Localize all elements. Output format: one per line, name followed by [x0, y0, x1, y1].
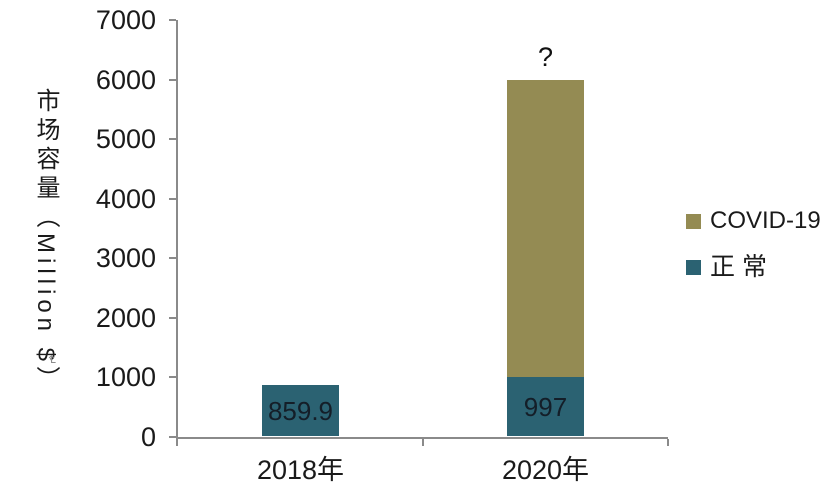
y-tick-label: 1000 [95, 362, 156, 392]
x-tick-mark [176, 438, 178, 446]
y-tick-mark [169, 376, 176, 378]
y-tick-label: 4000 [95, 183, 156, 214]
x-category-label-2020年: 2020年 [501, 454, 590, 485]
return-mark-artifact: ↵ [44, 354, 60, 366]
y-tick-label: 6000 [95, 64, 156, 95]
x-axis-line [176, 436, 668, 439]
bar-data-label-2020年: 997 [523, 391, 568, 422]
bar-segment-COVID-19-2020年 [507, 79, 584, 378]
x-category-label-2018年: 2018年 [256, 454, 345, 485]
y-tick-mark [169, 316, 176, 319]
y-tick-label: 3000 [95, 243, 156, 273]
y-tick-mark [169, 435, 176, 438]
y-tick-mark [169, 257, 176, 259]
legend-swatch-covid19 [686, 213, 701, 229]
legend: COVID-19 正常 [686, 208, 821, 280]
bar-segment-正常-2018年 [262, 385, 339, 437]
y-tick-label: 2000 [95, 302, 156, 333]
y-tick-label: 0 [140, 421, 156, 452]
bar-data-label-2018年: 859.9 [267, 395, 334, 426]
y-tick-mark [169, 19, 176, 21]
y-axis-title: 市场容量（Million $） [32, 88, 59, 396]
y-tick-label: 5000 [95, 124, 156, 154]
y-axis-line [176, 20, 178, 439]
y-tick-mark [169, 197, 176, 200]
y-tick-label: 7000 [95, 5, 156, 35]
x-tick-mark [422, 438, 424, 446]
y-tick-mark [169, 138, 176, 140]
x-tick-mark [667, 438, 669, 446]
legend-item-covid19: COVID-19 [686, 208, 821, 234]
y-tick-mark [169, 78, 176, 81]
above-bar-annotation: ? [537, 41, 554, 72]
legend-swatch-normal [686, 259, 701, 275]
legend-label-covid19: COVID-19 [710, 207, 821, 234]
legend-label-normal: 正常 [710, 253, 775, 281]
bar-segment-正常-2020年 [507, 377, 584, 437]
legend-item-normal: 正常 [686, 254, 821, 280]
